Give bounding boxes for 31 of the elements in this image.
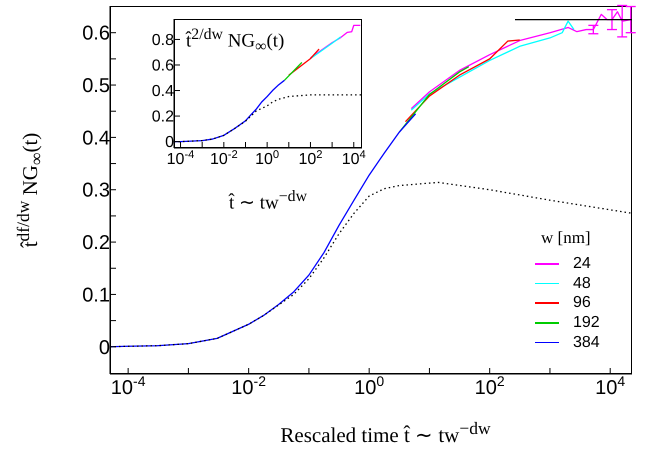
y-tick-label: 0.1 [82,284,110,306]
y-tick-label: 0.3 [82,180,110,202]
y-tick-label: 0.4 [82,127,110,150]
x-tick-label: 10$^{0}$ [354,373,384,399]
x-tick-label: 10$^{4}$ [595,373,626,399]
legend-label: 48 [573,274,591,293]
x-tick-label: 10$^{2}$ [474,373,505,399]
y-tick-label: 0.4 [152,83,174,100]
y-tick-label: 0 [165,134,174,152]
x-tick-label: 10$^{-4}$ [166,149,194,168]
x-tick-label: 10$^{-2}$ [210,149,238,168]
y-tick-label: 0.5 [82,75,110,98]
y-tick-label: 0.6 [152,58,174,75]
legend-label: 192 [573,314,600,332]
x-axis-title: t̂ ∼ tw$^{−dw}$ [228,188,308,214]
y-tick-label: 0.2 [152,108,174,126]
legend-label: 384 [573,334,600,352]
legend-label: 24 [573,254,591,273]
x-tick-label: 10$^{4}$ [342,149,366,168]
y-tick-label: 0.8 [152,32,174,50]
x-axis-title: Rescaled time t̂ ∼ tw$^{−dw}$ [279,418,492,448]
x-tick-label: 10$^{-4}$ [110,373,146,399]
legend-title: w [nm] [541,228,592,248]
y-axis-title: t̂$^{2/dw}$ NG$_{∞}$(t) [186,26,284,56]
x-tick-label: 10$^{0}$ [255,149,280,168]
x-tick-label: 10$^{-2}$ [231,373,266,399]
legend-label: 96 [573,294,591,312]
y-tick-label: 0.2 [82,232,110,254]
x-tick-label: 10$^{2}$ [298,149,322,168]
y-tick-label: 0 [98,336,110,359]
y-tick-label: 0.6 [82,22,110,45]
